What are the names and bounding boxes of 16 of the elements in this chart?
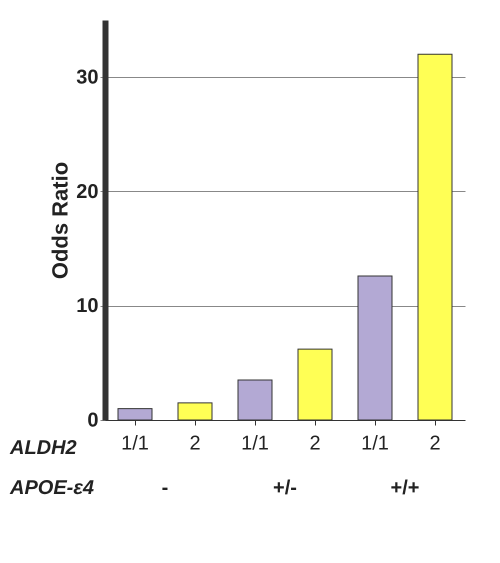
y-axis-title: Odds Ratio (47, 162, 72, 280)
text: - (162, 477, 168, 499)
x-tick-label: 2 (429, 432, 441, 454)
y-tick-label: 0 (87, 410, 98, 432)
x-tick-label: 1/1 (121, 432, 149, 454)
text: +/- (273, 477, 297, 499)
text: +/+ (390, 477, 420, 499)
y-tick-label: 30 (76, 66, 98, 89)
x-tick-label: 1/1 (361, 432, 389, 454)
x-tick-label: 2 (309, 432, 321, 454)
y-tick-label: 10 (76, 295, 98, 318)
y-tick-label: 20 (76, 180, 98, 203)
text: APOE-ε4 (9, 477, 94, 499)
x-tick-label: 2 (189, 432, 201, 454)
text: ALDH2 (9, 437, 77, 459)
x-tick-label: 1/1 (241, 432, 269, 454)
